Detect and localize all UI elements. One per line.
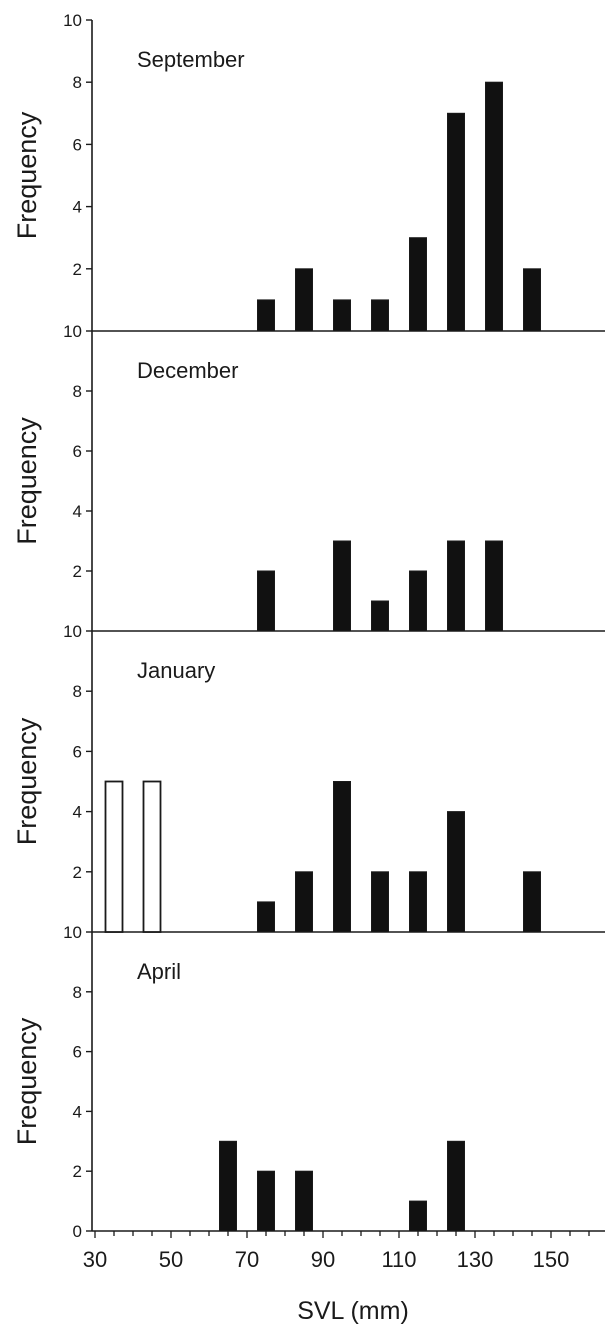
ytick-label: 10 [63,923,82,942]
bar [523,268,541,332]
bar [257,299,275,332]
xtick-label: 70 [235,1247,259,1272]
ytick-label: 8 [73,682,82,701]
bar [447,1140,465,1232]
bar [371,600,389,632]
bar [447,811,465,933]
ytick-label: 4 [73,1102,82,1121]
ytick-label: 10 [63,622,82,641]
ytick-label: 10 [63,322,82,341]
panel-title-april: April [137,959,181,984]
xtick-label: 50 [159,1247,183,1272]
y-axis-label: Frequency [12,1017,42,1145]
bar [295,1170,313,1232]
panel-title-december: December [137,358,238,383]
x-axis-label: SVL (mm) [297,1297,409,1325]
ytick-label: 10 [63,11,82,30]
bar [333,299,351,332]
ytick-label: 8 [73,382,82,401]
bar [409,570,427,632]
ytick-label: 2 [73,260,82,279]
bar [333,781,351,933]
ytick-label: 6 [73,1043,82,1062]
ytick-label: 4 [73,803,82,822]
xtick-label: 90 [311,1247,335,1272]
xtick-label: 130 [457,1247,494,1272]
bar [523,871,541,933]
ytick-label: 8 [73,73,82,92]
bar [371,871,389,933]
bar [257,901,275,933]
bar [485,81,503,332]
ytick-label: 2 [73,1162,82,1181]
bar [447,112,465,332]
bar [409,237,427,332]
y-axis-label: Frequency [12,111,42,239]
ytick-label: 2 [73,863,82,882]
y-axis-label: Frequency [12,717,42,845]
bar [257,1170,275,1232]
bar [485,540,503,632]
panel-title-january: January [137,658,215,683]
ytick-label: 4 [73,502,82,521]
open-bar [104,780,124,933]
ytick-label: 4 [73,198,82,217]
ytick-label: 6 [73,442,82,461]
bar [409,1200,427,1232]
bar [333,540,351,632]
ytick-label: 2 [73,562,82,581]
bar [295,268,313,332]
ytick-label: 0 [73,1222,82,1241]
ytick-label: 6 [73,135,82,154]
bar [219,1140,237,1232]
ytick-label: 6 [73,742,82,761]
open-bar [142,780,162,933]
bar [295,871,313,933]
panel-title-september: September [137,47,245,72]
bar [409,871,427,933]
xtick-label: 110 [381,1247,416,1272]
xtick-label: 30 [83,1247,107,1272]
bar [371,299,389,332]
bar [447,540,465,632]
xtick-label: 150 [533,1247,570,1272]
bar [257,570,275,632]
y-axis-label: Frequency [12,417,42,545]
ytick-label: 8 [73,983,82,1002]
